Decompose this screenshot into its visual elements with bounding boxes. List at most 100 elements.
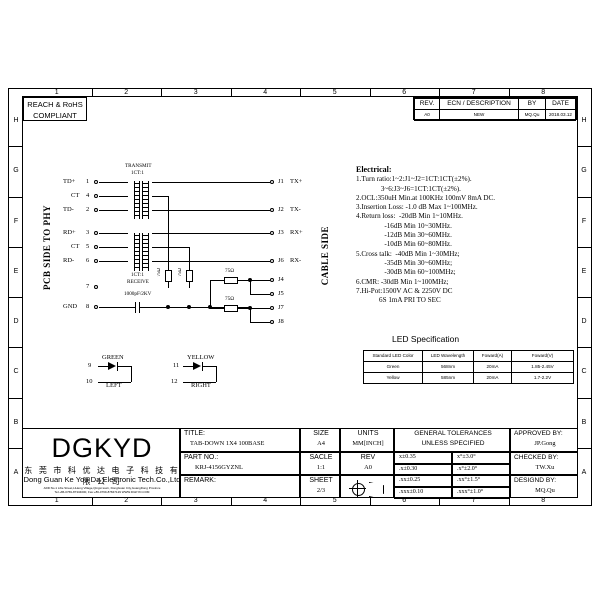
resistor-2-label: 75Ω [178, 268, 183, 277]
tolerance-angular-0: x°±3.0° [457, 454, 476, 460]
led-cell-1-1: 585nm [422, 372, 474, 384]
border-tick-right [578, 246, 592, 248]
border-letter-left-G: G [13, 167, 19, 175]
company-logo: DGKYD [51, 433, 153, 463]
border-tick-right [578, 447, 592, 449]
border-tick-top [369, 88, 371, 96]
company-name-cn: 东 莞 市 科 优 达 电 子 科 技 有 限 公 司 [24, 466, 180, 486]
company-address-2: Tel:+86-0769-87334000, Fax:+86-0769-8784… [54, 490, 150, 494]
junction-2 [187, 305, 191, 309]
led-header-3: Foward(V) [511, 350, 574, 362]
res-lead-bottom [168, 282, 169, 288]
coil-turn [143, 207, 148, 208]
size-label: SIZE [313, 430, 329, 437]
led-cell-0-3: 1.85-2.45V [511, 361, 574, 373]
led-symbol-yellow [193, 362, 201, 370]
tolerance-linear-0: x±0.35 [399, 454, 416, 460]
coil-turn [143, 191, 148, 192]
part-no-value: KRJ-4156GYZNL [195, 464, 243, 471]
title-cell: TITLE: TAB-DOWN 1X4 100BASE [180, 428, 300, 452]
scale-label: SACLE [309, 454, 333, 461]
electrical-line-14: 6S 1mA PRI TO SEC [356, 296, 441, 305]
left-pin-terminal-4 [94, 194, 98, 198]
coil-turn [134, 187, 139, 188]
coil-turn [143, 187, 148, 188]
border-letter-right-E: E [581, 267, 587, 275]
coil-turn [134, 199, 139, 200]
border-tick-top [91, 88, 93, 96]
coil-turn [134, 183, 139, 184]
border-tick-top [230, 88, 232, 96]
electrical-line-5: 4.Return loss: -20dB Min 1~10MHz. [356, 212, 463, 221]
transmit-label: TRANSMIT [125, 163, 152, 169]
wire-node-a [210, 280, 211, 307]
led-lead-in-0 [98, 366, 108, 367]
wire-rd-minus [99, 261, 128, 262]
coil-turn [134, 251, 139, 252]
checked-cell: CHECKED BY: TW.Xu [510, 452, 578, 475]
sheet-cell: SHEET 2/3 [300, 475, 340, 498]
resistor-4-body [224, 305, 238, 312]
right-pin-number-J2: J2 [278, 206, 284, 213]
led-cell-0-2: 20mA [473, 361, 512, 373]
rev-value: A0 [364, 464, 372, 471]
scale-value: 1:1 [316, 464, 326, 471]
wire-r3-out [238, 280, 250, 281]
border-letter-right-C: C [581, 368, 587, 376]
approved-cell: APPROVED BY: JP.Gong [510, 428, 578, 452]
coil-body [148, 233, 149, 271]
border-tick-left [8, 196, 22, 198]
size-cell: SIZE A4 [300, 428, 340, 452]
approved-label: APPROVED BY: [514, 430, 563, 437]
left-pin-name-3: RD+ [63, 229, 76, 236]
coil-turn [134, 267, 139, 268]
border-tick-bottom [161, 498, 162, 506]
tolerance-angular-cell-2: .xx°±1.5° [452, 475, 510, 487]
coil-turn [134, 263, 139, 264]
border-number-top-3: 3 [193, 89, 198, 96]
wire-r3-in [210, 280, 224, 281]
receive-label: RECEIVE [127, 279, 149, 285]
wire-j7 [250, 308, 270, 309]
coil-turn [134, 235, 139, 236]
border-tick-top [508, 88, 510, 96]
border-number-top-8: 8 [541, 89, 546, 96]
tolerance-linear-3: .xxx±0.10 [399, 488, 424, 495]
right-pin-terminal-J1 [270, 180, 274, 184]
res-lead-bottom [189, 282, 190, 288]
left-pin-terminal-2 [94, 208, 98, 212]
wire-j1 [152, 182, 270, 183]
border-number-bottom-7: 7 [471, 497, 476, 504]
border-letter-right-H: H [581, 117, 587, 125]
tolerance-linear-1: .x±0.30 [399, 465, 418, 472]
revision-header-rev: REV. [414, 98, 440, 110]
coil-turn [143, 235, 148, 236]
led-spec-table: Standard LED Color LED Wavelength Foward(A… [363, 350, 574, 384]
border-tick-left [8, 447, 22, 449]
designd-label: DESIGND BY: [514, 477, 557, 484]
revision-rev: A0 [414, 109, 440, 121]
coil-turn [134, 215, 139, 216]
led-cathode-pin-10: 10 [86, 378, 93, 385]
right-pin-name-J6: RX- [290, 257, 302, 264]
tolerance-title-1: GENERAL TOLERANCES [414, 430, 492, 437]
compliance-line-2: COMPLIANT [33, 111, 77, 120]
part-no-cell: PART NO.: KRJ-4156GYZNL [180, 452, 300, 475]
led-anode-pin-9: 9 [88, 362, 92, 369]
right-pin-number-J5: J5 [278, 290, 284, 297]
coil-turn [134, 195, 139, 196]
wire-j4 [250, 280, 270, 281]
border-letter-left-D: D [13, 318, 19, 326]
right-pin-terminal-J4 [270, 278, 274, 282]
coil-turn [143, 247, 148, 248]
left-pin-number-7: 7 [86, 283, 90, 290]
border-tick-top [161, 88, 162, 96]
right-pin-number-J8: J8 [278, 318, 284, 325]
tolerance-angular-cell-0: x°±3.0° [452, 452, 510, 464]
electrical-line-2: 3~6:J3~J6=1CT:1CT(±2%). [356, 184, 461, 193]
title-label: TITLE: [184, 430, 206, 437]
left-pin-terminal-5 [94, 245, 98, 249]
right-pin-number-J6: J6 [278, 257, 284, 264]
coil-turn [134, 243, 139, 244]
coil-turn [143, 199, 148, 200]
